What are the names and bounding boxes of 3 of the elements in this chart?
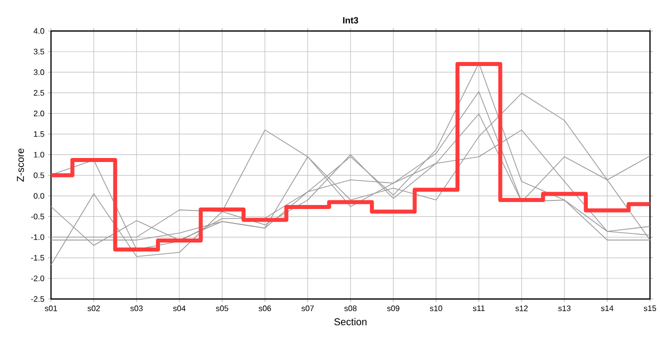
x-axis-title: Section bbox=[334, 318, 366, 326]
chart-title: Int3 bbox=[343, 17, 358, 24]
y-axis-title: Z-score bbox=[16, 148, 24, 182]
